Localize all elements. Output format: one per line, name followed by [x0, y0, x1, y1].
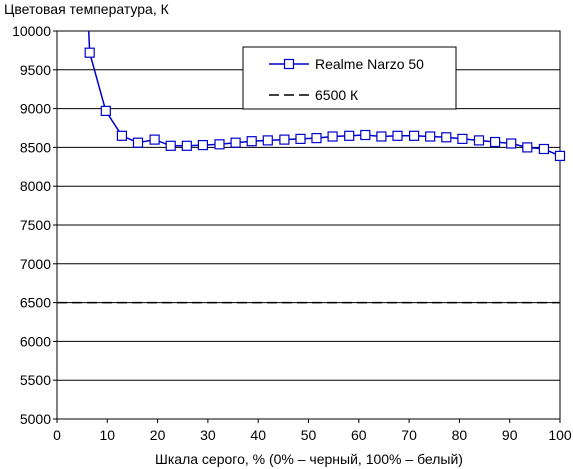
y-tick-label: 9000	[20, 101, 51, 117]
data-point	[132, 137, 144, 148]
x-tick-label: 50	[301, 427, 317, 443]
data-point	[392, 130, 403, 141]
data-point	[116, 130, 128, 141]
y-tick-label: 9500	[20, 62, 51, 78]
x-tick-label: 10	[100, 427, 116, 443]
y-tick-label: 7500	[20, 217, 51, 233]
data-point	[311, 133, 322, 144]
x-tick-label: 70	[401, 427, 417, 443]
legend-label-realme: Realme Narzo 50	[315, 56, 424, 72]
data-point	[425, 131, 436, 142]
data-point	[457, 133, 468, 144]
legend-marker-realme	[283, 58, 295, 70]
x-tick-label: 20	[150, 427, 166, 443]
data-point	[262, 135, 273, 146]
x-tick-label: 30	[200, 427, 216, 443]
data-point	[490, 136, 501, 148]
data-point	[149, 134, 160, 145]
data-point	[473, 135, 485, 146]
y-axis-title: Цветовая температура, К	[4, 1, 170, 17]
y-tick-label: 8000	[20, 178, 51, 194]
y-tick-label: 5000	[20, 411, 51, 427]
data-point	[409, 130, 420, 141]
data-point	[506, 138, 517, 149]
legend-box	[242, 46, 457, 110]
data-point	[376, 131, 387, 142]
y-tick-label: 10000	[12, 23, 51, 39]
data-point	[554, 150, 566, 161]
data-point	[230, 137, 241, 148]
data-point	[214, 139, 225, 150]
data-point	[165, 140, 176, 151]
data-point	[441, 132, 452, 143]
x-tick-label: 80	[452, 427, 468, 443]
data-point	[538, 143, 550, 155]
x-tick-label: 0	[53, 427, 61, 443]
data-point	[279, 134, 290, 145]
data-point	[84, 47, 95, 58]
y-axis: 5000 5500 6000 6500 7000 7500 8000 8500 9000 9500…	[12, 23, 57, 427]
y-tick-label: 8500	[20, 139, 51, 155]
x-tick-label: 90	[502, 427, 518, 443]
data-point	[197, 140, 208, 151]
data-point	[360, 129, 371, 141]
x-axis-title: Шкала серого, % (0% – черный, 100% – бел…	[155, 451, 463, 467]
y-tick-label: 5500	[20, 372, 51, 388]
x-tick-label: 100	[548, 427, 572, 443]
legend-label-6500k: 6500 К	[315, 87, 359, 103]
legend: Realme Narzo 50 6500 К	[242, 46, 457, 110]
data-point	[522, 142, 533, 153]
x-axis: 0 10 20 30 40 50 60 70 80 90 100	[53, 419, 572, 443]
data-point	[100, 105, 111, 117]
y-tick-label: 6000	[20, 333, 51, 349]
x-tick-label: 60	[351, 427, 367, 443]
x-tick-label: 40	[250, 427, 266, 443]
data-point	[181, 140, 192, 151]
series	[57, 30, 566, 304]
data-point	[295, 133, 306, 144]
y-tick-label: 7000	[20, 256, 51, 272]
data-point	[327, 131, 338, 142]
y-tick-label: 6500	[20, 295, 51, 311]
data-point	[246, 136, 257, 147]
data-point	[344, 130, 355, 141]
